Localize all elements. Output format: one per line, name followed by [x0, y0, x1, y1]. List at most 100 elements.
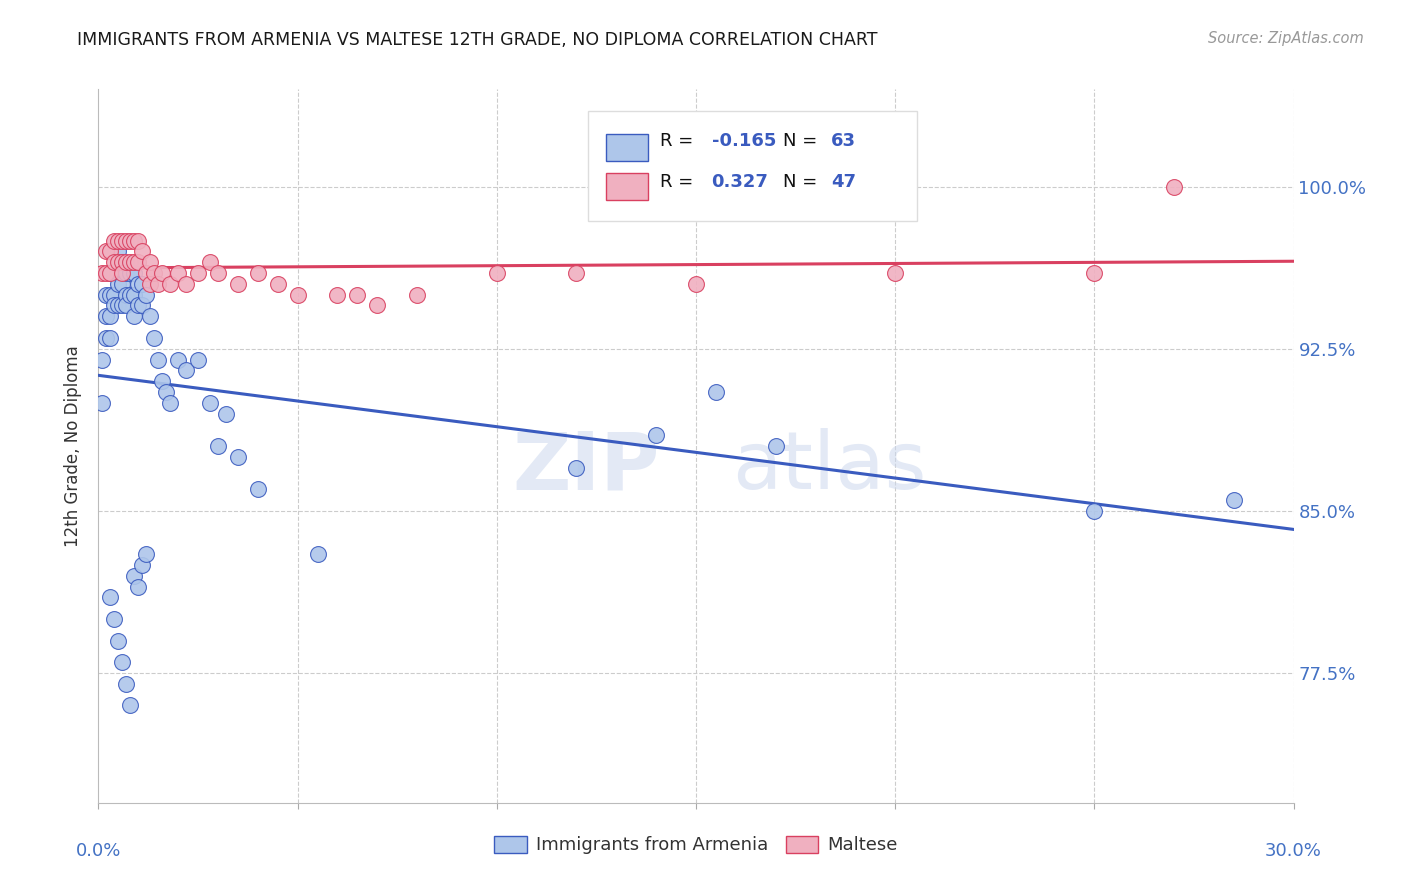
Text: 0.0%: 0.0%: [76, 842, 121, 860]
Point: [198, 396, 221, 410]
Text: R =: R =: [661, 173, 704, 191]
Point: [485, 266, 508, 280]
Point: [139, 277, 162, 291]
Point: [174, 363, 197, 377]
Point: [98, 266, 122, 280]
Point: [107, 244, 129, 259]
Point: [98, 266, 122, 280]
Text: atlas: atlas: [733, 428, 927, 507]
Text: 63: 63: [831, 132, 856, 150]
Point: [131, 277, 153, 291]
Point: [96, 287, 118, 301]
Point: [111, 255, 134, 269]
Point: [174, 277, 197, 291]
Point: [115, 298, 138, 312]
Point: [96, 331, 118, 345]
Point: [120, 266, 142, 280]
Point: [91, 266, 114, 280]
Point: [111, 234, 134, 248]
Point: [346, 287, 368, 301]
Point: [1223, 493, 1246, 508]
Point: [565, 266, 588, 280]
Point: [127, 277, 149, 291]
Point: [135, 266, 157, 280]
Point: [107, 277, 129, 291]
Point: [96, 244, 118, 259]
FancyBboxPatch shape: [606, 173, 648, 200]
Point: [148, 352, 170, 367]
Text: N =: N =: [783, 173, 823, 191]
Point: [131, 298, 153, 312]
Point: [103, 255, 125, 269]
Point: [143, 266, 166, 280]
Point: [96, 310, 118, 324]
Point: [685, 277, 707, 291]
Point: [103, 266, 125, 280]
Point: [98, 310, 122, 324]
Point: [326, 287, 349, 301]
Point: [150, 266, 173, 280]
Point: [139, 310, 162, 324]
Point: [131, 558, 153, 572]
Point: [143, 331, 166, 345]
Point: [107, 298, 129, 312]
Point: [103, 612, 125, 626]
Point: [111, 298, 134, 312]
Y-axis label: 12th Grade, No Diploma: 12th Grade, No Diploma: [65, 345, 83, 547]
Point: [91, 396, 114, 410]
Point: [246, 482, 269, 496]
Point: [139, 255, 162, 269]
Point: [124, 568, 146, 582]
Point: [115, 287, 138, 301]
Point: [307, 547, 329, 561]
Point: [159, 396, 181, 410]
Text: 47: 47: [831, 173, 856, 191]
Point: [127, 255, 149, 269]
Point: [107, 266, 129, 280]
Point: [103, 234, 125, 248]
Text: Source: ZipAtlas.com: Source: ZipAtlas.com: [1208, 31, 1364, 46]
Point: [645, 428, 668, 442]
Point: [159, 277, 181, 291]
Point: [131, 244, 153, 259]
Text: ZIP: ZIP: [513, 428, 661, 507]
Point: [366, 298, 388, 312]
Point: [267, 277, 290, 291]
Point: [98, 244, 122, 259]
Point: [120, 234, 142, 248]
Point: [167, 266, 190, 280]
Point: [565, 460, 588, 475]
Point: [135, 547, 157, 561]
FancyBboxPatch shape: [606, 134, 648, 161]
Point: [103, 298, 125, 312]
Point: [111, 655, 134, 669]
Point: [107, 255, 129, 269]
Point: [115, 234, 138, 248]
Point: [246, 266, 269, 280]
Point: [124, 255, 146, 269]
Point: [115, 266, 138, 280]
Point: [111, 266, 134, 280]
Text: IMMIGRANTS FROM ARMENIA VS MALTESE 12TH GRADE, NO DIPLOMA CORRELATION CHART: IMMIGRANTS FROM ARMENIA VS MALTESE 12TH …: [77, 31, 877, 49]
Point: [765, 439, 787, 453]
Point: [704, 384, 727, 399]
Point: [1083, 266, 1105, 280]
Point: [124, 310, 146, 324]
FancyBboxPatch shape: [589, 111, 917, 221]
Point: [124, 266, 146, 280]
Point: [111, 255, 134, 269]
Point: [124, 234, 146, 248]
Point: [107, 234, 129, 248]
Point: [115, 255, 138, 269]
Point: [207, 439, 229, 453]
Point: [155, 384, 177, 399]
Point: [111, 277, 134, 291]
Point: [226, 277, 249, 291]
Point: [1163, 179, 1185, 194]
Point: [98, 591, 122, 605]
Point: [98, 287, 122, 301]
Point: [207, 266, 229, 280]
Point: [198, 255, 221, 269]
Point: [120, 255, 142, 269]
Point: [884, 266, 907, 280]
